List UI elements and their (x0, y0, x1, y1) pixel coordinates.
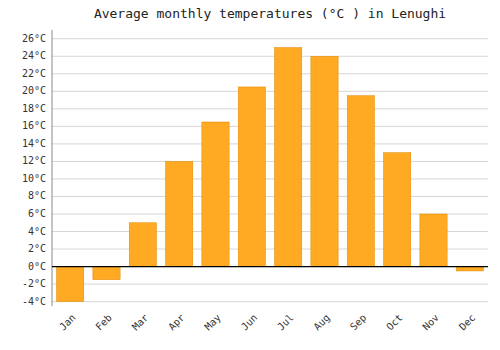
bar (420, 214, 447, 267)
grid-line (52, 161, 488, 162)
grid-line (52, 284, 488, 285)
y-axis: -4°C -2°C 0°C 2°C 4°C 6°C 8°C 10°C 12°C 14°C 16°C 1… (22, 30, 52, 307)
chart: Average monthly temperatures (°C ) in Le… (0, 0, 500, 350)
y-tick-label: 16°C (22, 120, 46, 131)
y-tick-label: 0°C (28, 261, 46, 272)
x-tick-label: Jun (239, 312, 260, 333)
x-tick-label: Feb (93, 312, 114, 333)
grid-line (52, 73, 488, 74)
x-tick-label: Sep (348, 312, 369, 333)
grid-line (52, 56, 488, 57)
y-tick-label: 26°C (22, 33, 46, 44)
title: Average monthly temperatures (°C ) in Le… (94, 6, 446, 21)
x-tick-label: Dec (457, 312, 478, 333)
x-tick-label: Apr (166, 312, 187, 333)
x-axis: Jan Feb Mar Apr May Jun Jul Aug Sep Oct Nov Dec (57, 312, 477, 333)
y-tick-label: 10°C (22, 173, 46, 184)
bar (384, 153, 411, 267)
grid-line (52, 266, 488, 267)
bar (129, 223, 156, 267)
y-tick-label: -4°C (22, 296, 46, 307)
y-tick-label: 20°C (22, 85, 46, 96)
bar (238, 87, 265, 267)
x-tick-label: Mar (130, 312, 151, 333)
bar (57, 267, 84, 302)
grid-line (52, 196, 488, 197)
grid-line (52, 126, 488, 127)
x-tick-label: Aug (311, 312, 332, 333)
grid-line (52, 108, 488, 109)
bar (311, 56, 338, 266)
y-tick-label: 24°C (22, 50, 46, 61)
grid-line (52, 301, 488, 302)
x-tick-label: Nov (420, 312, 441, 333)
y-tick-label: 22°C (22, 68, 46, 79)
y-tick-label: 6°C (28, 208, 46, 219)
grid-line (52, 143, 488, 144)
y-tick-label: 12°C (22, 155, 46, 166)
zero-line (52, 266, 488, 267)
y-tick-label: 8°C (28, 190, 46, 201)
grid-line (52, 178, 488, 179)
bar (93, 267, 120, 280)
bars (57, 48, 484, 302)
grid-line (52, 38, 488, 39)
x-tick-label: Jul (275, 312, 296, 333)
grid (52, 39, 488, 302)
y-tick-label: 4°C (28, 226, 46, 237)
y-tick-label: 2°C (28, 243, 46, 254)
bar (456, 267, 483, 271)
x-tick-label: Oct (384, 312, 405, 333)
grid-line (52, 91, 488, 92)
y-tick-label: 14°C (22, 138, 46, 149)
bar (166, 161, 193, 266)
y-axis-line (52, 30, 53, 306)
y-tick-label: -2°C (22, 278, 46, 289)
bar (275, 48, 302, 267)
x-tick-label: May (202, 312, 223, 333)
y-tick-label: 18°C (22, 103, 46, 114)
bar (202, 122, 229, 267)
bar (347, 96, 374, 267)
x-tick-label: Jan (57, 312, 78, 333)
